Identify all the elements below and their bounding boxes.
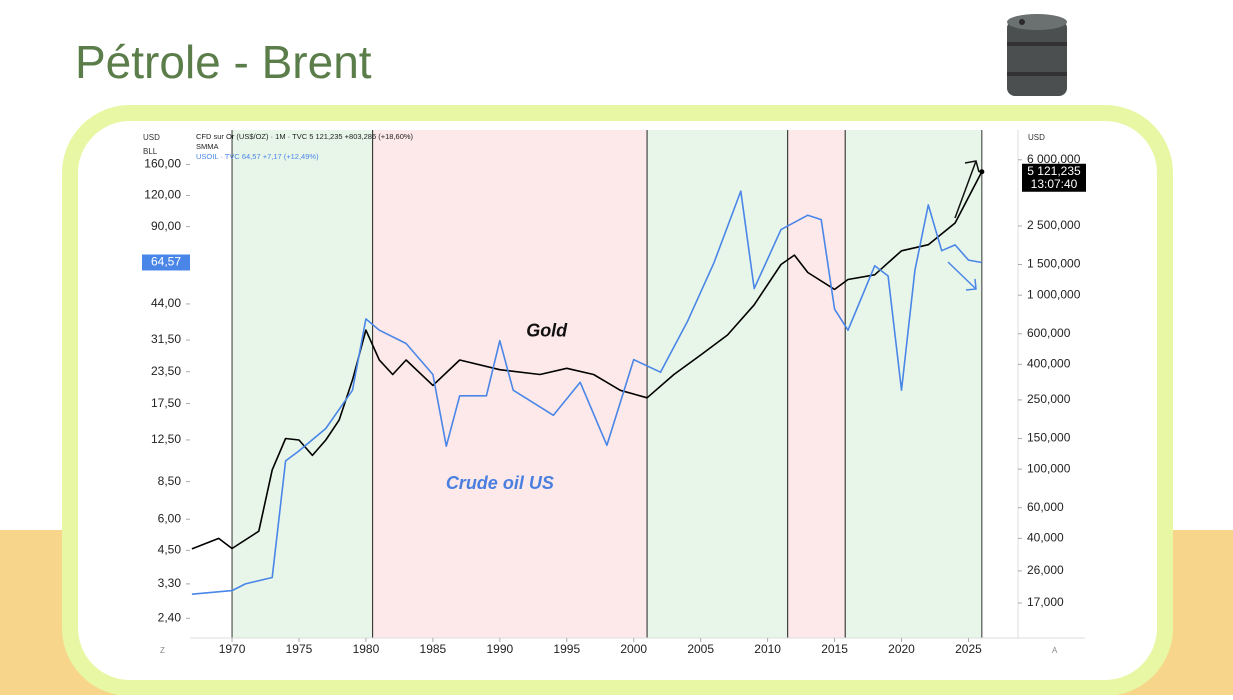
region (787, 130, 846, 638)
y2-tick-label: 400,000 (1027, 357, 1071, 371)
y-tick-label: 2,40 (158, 610, 182, 624)
region (372, 130, 648, 638)
annotation: Gold (526, 321, 568, 341)
y2-tick-label: 1 500,000 (1027, 257, 1081, 271)
price-label: 64,57 (151, 255, 181, 269)
y-tick-label: 3,30 (158, 576, 182, 590)
legend-line: SMMA (196, 142, 219, 151)
last-point (979, 169, 985, 175)
corner-label: Z (160, 646, 165, 655)
y2-tick-label: 26,000 (1027, 563, 1064, 577)
y-unit-sub: BLL (143, 147, 158, 156)
y2-tick-label: 1 000,000 (1027, 287, 1081, 301)
y-tick-label: 160,00 (144, 157, 181, 171)
region (647, 130, 788, 638)
y-tick-label: 120,00 (144, 188, 181, 202)
time-label: 13:07:40 (1031, 177, 1078, 191)
y2-tick-label: 2 500,000 (1027, 218, 1081, 232)
corner-label: A (1052, 646, 1058, 655)
x-tick-label: 2000 (620, 642, 647, 656)
x-tick-label: 2005 (687, 642, 714, 656)
legend-line: CFD sur Or (US$/OZ) · 1M · TVC 5 121,235… (196, 132, 414, 141)
x-tick-label: 1985 (420, 642, 447, 656)
y2-tick-label: 600,000 (1027, 326, 1071, 340)
barrel-icon (1007, 14, 1067, 96)
y2-tick-label: 6 000,000 (1027, 152, 1081, 166)
x-tick-label: 1975 (286, 642, 313, 656)
y2-unit: USD (1028, 133, 1045, 142)
price-box (142, 254, 190, 271)
x-tick-label: 1995 (553, 642, 580, 656)
annotation: Crude oil US (446, 473, 554, 493)
y2-tick-label: 150,000 (1027, 431, 1071, 445)
price-box (1022, 163, 1086, 192)
x-tick-label: 1980 (353, 642, 380, 656)
y2-tick-label: 17,000 (1027, 595, 1064, 609)
y2-tick-label: 100,000 (1027, 461, 1071, 475)
y-tick-label: 4,50 (158, 543, 182, 557)
x-tick-label: 2010 (754, 642, 781, 656)
y2-tick-label: 250,000 (1027, 392, 1071, 406)
price-label: 5 121,235 (1027, 164, 1081, 178)
trend-arrow (947, 261, 977, 291)
y-tick-label: 8,50 (158, 474, 182, 488)
series-line (191, 171, 983, 550)
x-tick-label: 1970 (219, 642, 246, 656)
y-tick-label: 17,50 (151, 396, 181, 410)
region (845, 130, 982, 638)
y-tick-label: 90,00 (151, 219, 181, 233)
y-unit: USD (143, 133, 160, 142)
y-tick-label: 44,00 (151, 296, 181, 310)
y-tick-label: 23,50 (151, 364, 181, 378)
trend-arrow (954, 160, 980, 219)
y2-tick-label: 40,000 (1027, 531, 1064, 545)
series-line (191, 190, 982, 595)
x-tick-label: 2020 (888, 642, 915, 656)
x-tick-label: 2015 (821, 642, 848, 656)
y2-tick-label: 60,000 (1027, 500, 1064, 514)
legend-line: USOIL · TVC 64,57 +7,17 (+12,49%) (196, 152, 319, 161)
y-tick-label: 6,00 (158, 511, 182, 525)
title: Pétrole - Brent (75, 36, 372, 88)
x-tick-label: 1990 (486, 642, 513, 656)
x-tick-label: 2025 (955, 642, 982, 656)
y-tick-label: 31,50 (151, 332, 181, 346)
region (232, 130, 373, 638)
y-tick-label: 12,50 (151, 432, 181, 446)
